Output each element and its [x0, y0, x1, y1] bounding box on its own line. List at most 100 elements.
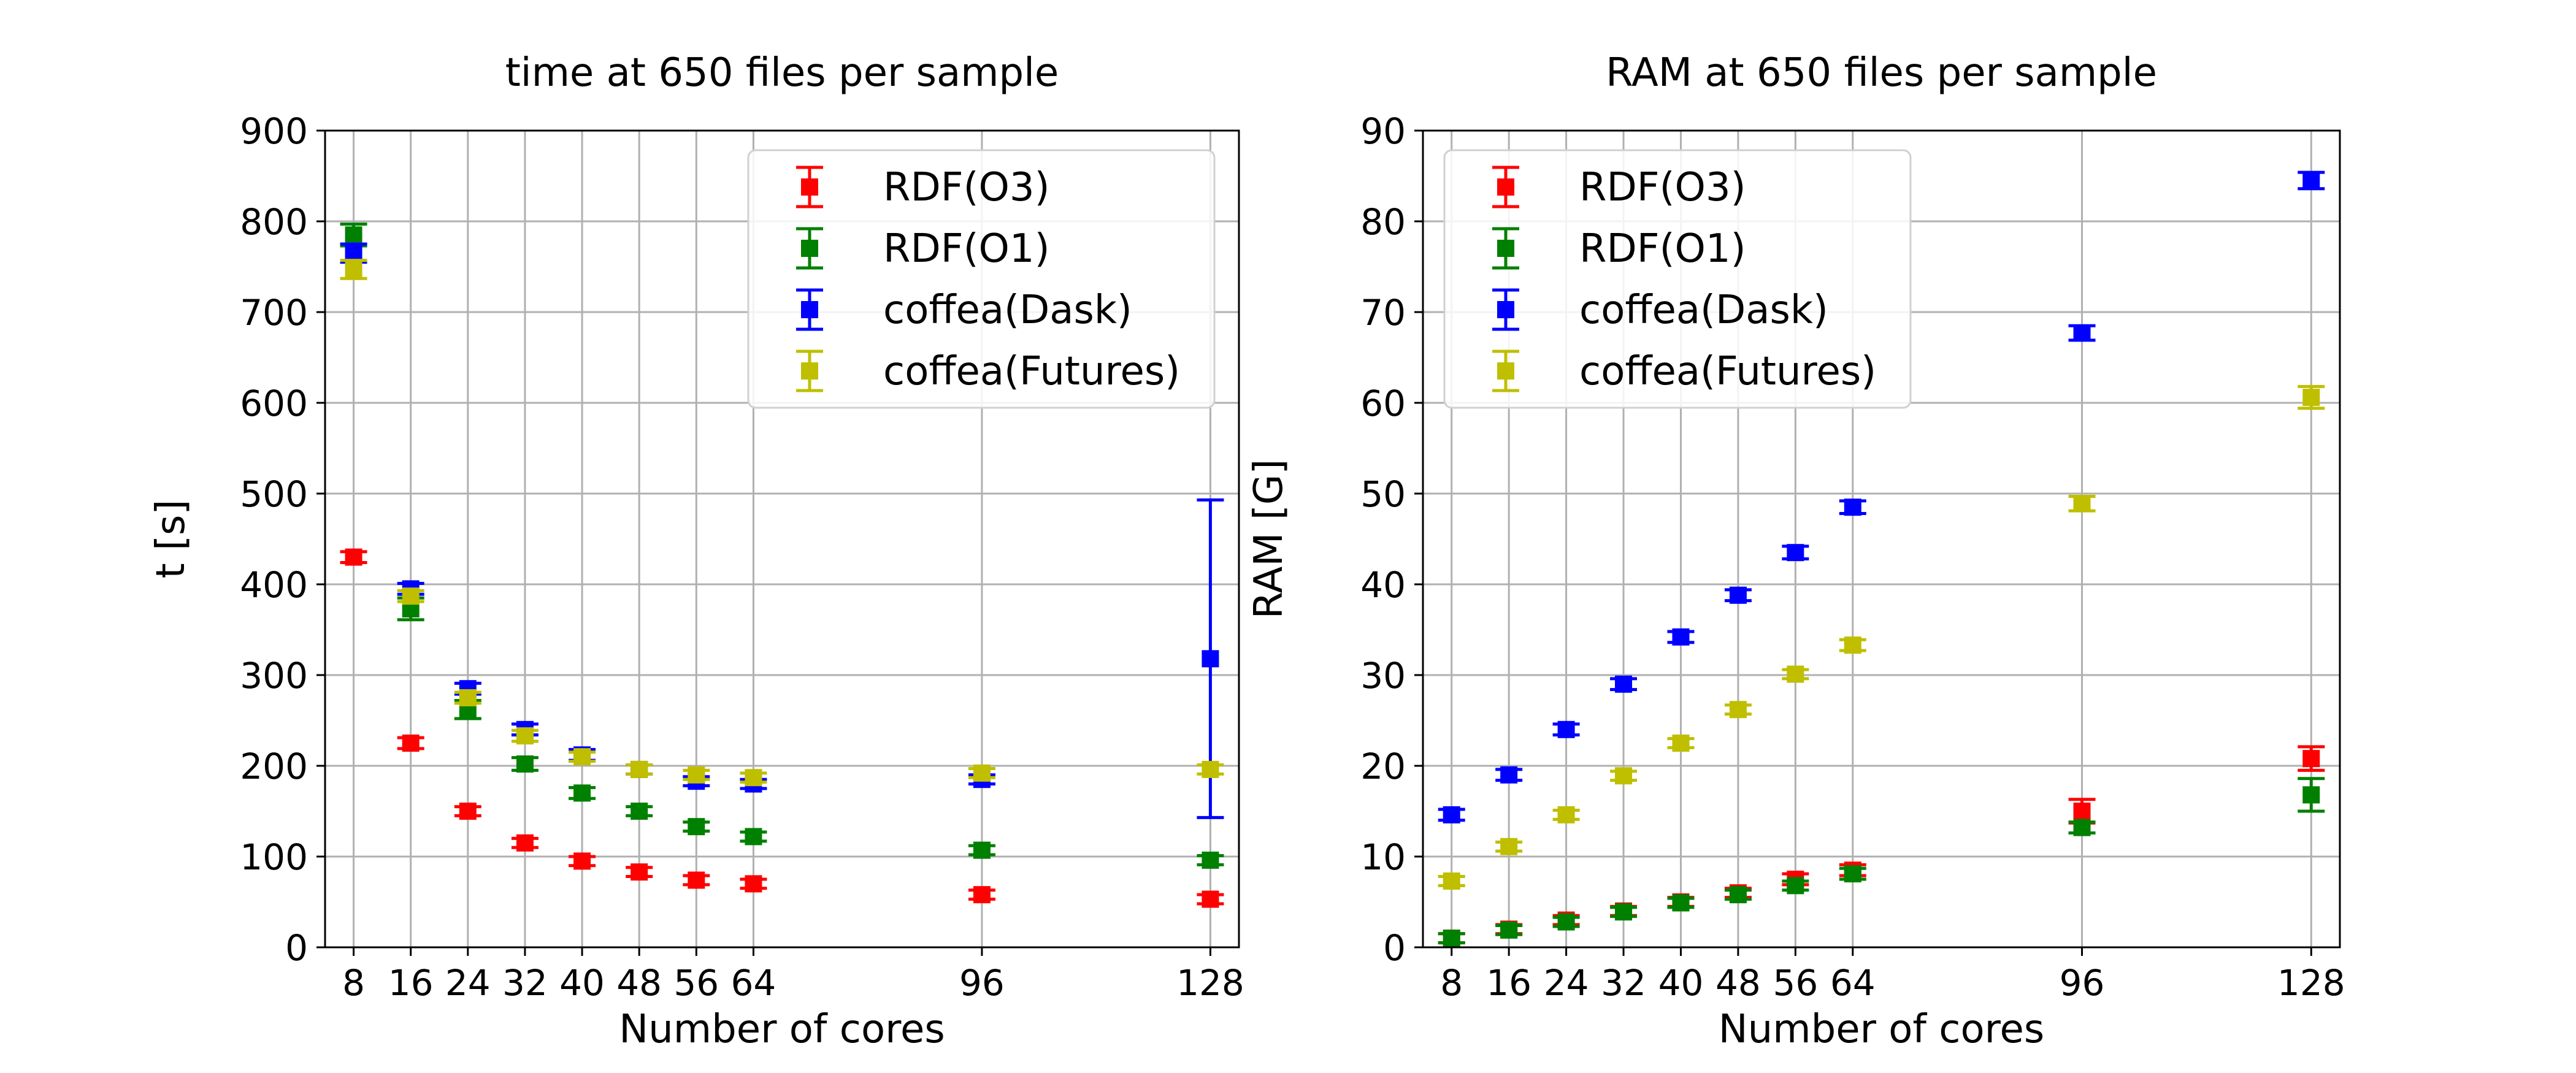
- data-point-marker: [1615, 767, 1633, 785]
- data-point: [740, 875, 767, 893]
- data-point: [397, 587, 424, 605]
- data-point-marker: [2073, 803, 2091, 820]
- data-point: [1438, 930, 1465, 947]
- data-point-marker: [973, 886, 991, 904]
- data-point: [1197, 851, 1224, 869]
- time-chart-panel: 8 16 24 32 40 48 56 64 96 128 0 100 200 300 400 500 600 7…: [148, 50, 1244, 1052]
- data-point: [1495, 766, 1523, 784]
- data-point: [1782, 665, 1809, 683]
- x-tick-label: 32: [1601, 962, 1646, 1004]
- data-point-marker: [2302, 172, 2320, 189]
- data-point: [683, 766, 710, 784]
- data-point: [1552, 720, 1580, 738]
- data-point: [740, 828, 767, 846]
- y-tick-label: 40: [1360, 564, 1406, 606]
- data-point: [569, 748, 596, 766]
- chart-title: RAM at 650 files per sample: [1606, 50, 2157, 96]
- legend-label: RDF(O1): [883, 226, 1050, 272]
- ticks: 8 16 24 32 40 48 56 64 96 128 0 100 200 300 400 500 600 7…: [240, 110, 1244, 1004]
- data-point: [626, 760, 653, 778]
- legend-marker: [796, 227, 823, 270]
- y-tick-label: 90: [1360, 110, 1406, 152]
- y-tick-label: 50: [1360, 473, 1406, 515]
- data-point-marker: [1787, 544, 1804, 562]
- legend-marker: [796, 349, 823, 392]
- data-point-marker: [1672, 894, 1690, 912]
- legend-label: coffea(Dask): [1579, 288, 1828, 333]
- x-tick-label: 128: [1176, 962, 1244, 1004]
- legend-marker: [1492, 227, 1519, 270]
- data-point-marker: [573, 852, 591, 870]
- data-point-marker: [1672, 735, 1690, 752]
- data-point-marker: [573, 784, 591, 802]
- data-point-marker: [2302, 786, 2320, 804]
- y-tick-label: 0: [1383, 927, 1406, 969]
- data-point-marker: [1615, 903, 1633, 921]
- legend-marker: [796, 288, 823, 331]
- y-tick-label: 400: [240, 564, 308, 606]
- data-point-marker: [2302, 389, 2320, 407]
- legend-label: RDF(O3): [883, 165, 1050, 210]
- legend: RDF(O3) RDF(O1) coffea(Dask) coffea(Futures…: [1443, 149, 1912, 409]
- data-point-marker: [516, 755, 534, 773]
- x-tick-label: 96: [2060, 962, 2105, 1004]
- x-tick-label: 128: [2277, 962, 2345, 1004]
- data-point-marker: [1787, 665, 1804, 683]
- data-point: [511, 727, 539, 745]
- data-point: [1438, 806, 1465, 823]
- data-point: [1495, 838, 1523, 855]
- data-point-marker: [1443, 930, 1460, 947]
- legend-marker: [796, 166, 823, 208]
- y-tick-label: 800: [240, 201, 308, 243]
- data-point: [683, 871, 710, 889]
- data-point: [569, 852, 596, 870]
- data-point: [1197, 760, 1224, 778]
- data-point-marker: [745, 828, 762, 846]
- data-point: [968, 886, 995, 904]
- plot-frame: [324, 129, 1240, 949]
- data-point-marker: [1729, 701, 1747, 719]
- data-point: [1552, 806, 1580, 823]
- data-point-marker: [1202, 851, 1219, 869]
- y-axis-label: t [s]: [148, 500, 194, 579]
- data-point: [626, 803, 653, 820]
- data-point: [1839, 498, 1866, 516]
- series-2: [1438, 170, 2325, 823]
- y-tick-label: 700: [240, 292, 308, 334]
- legend-label: coffea(Dask): [883, 288, 1132, 333]
- x-tick-label: 16: [388, 962, 434, 1004]
- data-point: [2298, 745, 2325, 772]
- legend-marker-marker: [801, 178, 818, 196]
- legend-marker-marker: [1497, 178, 1514, 196]
- data-point-marker: [516, 834, 534, 852]
- plot-frame: [1422, 129, 2341, 949]
- data-point: [1782, 877, 1809, 895]
- data-point-marker: [2073, 495, 2091, 513]
- x-tick-label: 16: [1486, 962, 1531, 1004]
- data-point: [1724, 886, 1752, 904]
- data-point: [2068, 494, 2096, 513]
- data-point-marker: [345, 226, 362, 244]
- data-point-marker: [2073, 324, 2091, 342]
- data-point: [1610, 675, 1638, 693]
- y-tick-label: 500: [240, 473, 308, 515]
- data-point-marker: [2302, 750, 2320, 768]
- data-point: [1839, 865, 1866, 883]
- legend-marker-marker: [801, 301, 818, 318]
- x-axis-label: Number of cores: [1719, 1007, 2044, 1052]
- ram-chart-panel: 8 16 24 32 40 48 56 64 96 128 0 10 20 30 40 50 60 70 80 90 R…: [1246, 50, 2345, 1052]
- legend-marker: [1492, 349, 1519, 392]
- data-point-marker: [1443, 872, 1460, 890]
- data-point-marker: [459, 689, 477, 706]
- y-tick-label: 0: [285, 927, 308, 969]
- data-point-marker: [688, 766, 705, 784]
- data-point-marker: [1443, 806, 1460, 823]
- x-tick-label: 56: [673, 962, 719, 1004]
- data-point-marker: [1557, 720, 1575, 738]
- series-0: [340, 548, 1224, 908]
- data-point-marker: [402, 735, 420, 752]
- data-point: [2068, 819, 2096, 836]
- data-point: [511, 834, 539, 852]
- legend-box: [1443, 149, 1912, 409]
- x-tick-label: 48: [1715, 962, 1761, 1004]
